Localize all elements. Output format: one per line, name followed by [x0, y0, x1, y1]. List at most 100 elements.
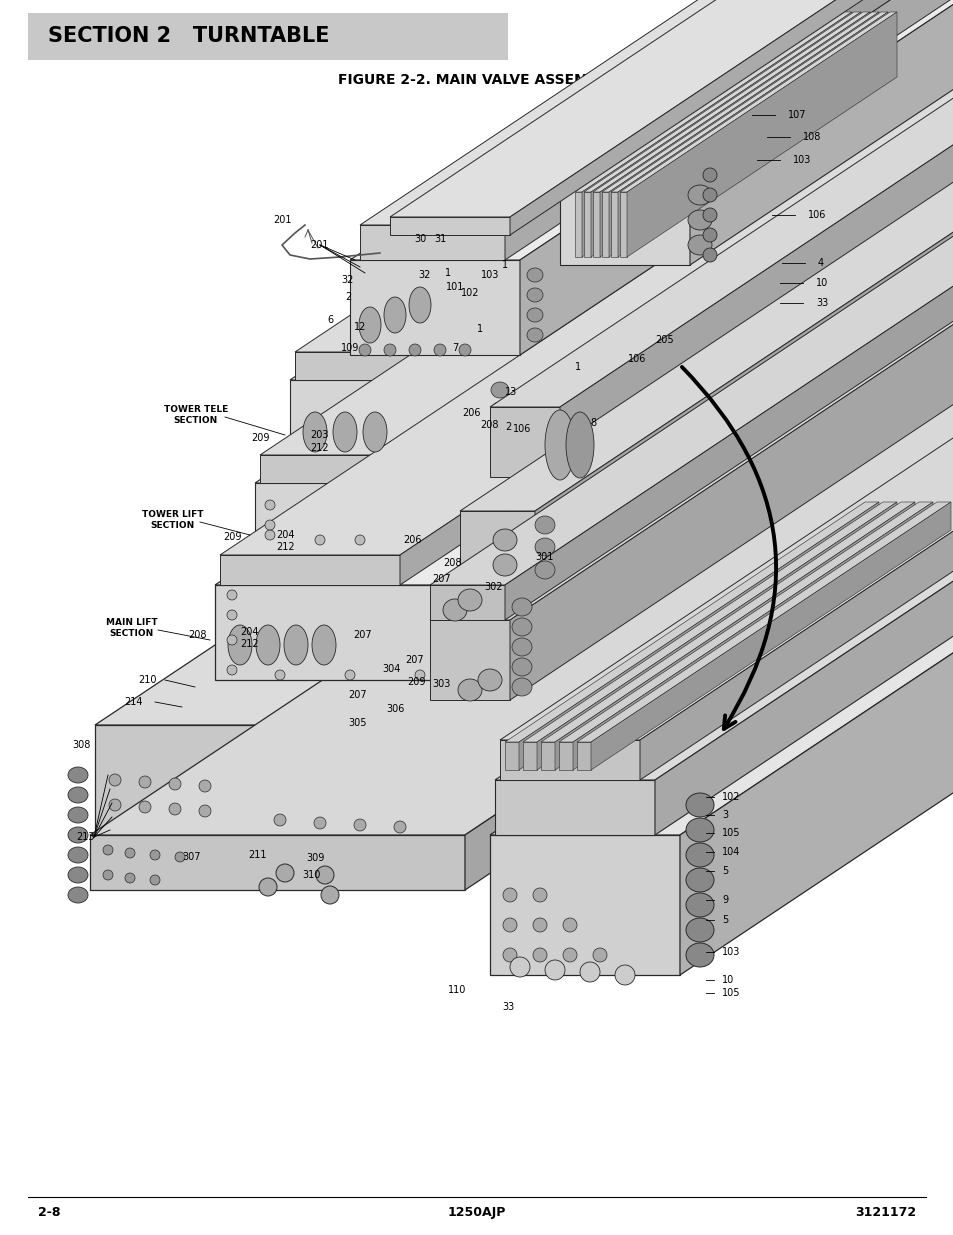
Text: 2: 2	[345, 291, 351, 303]
Polygon shape	[95, 0, 953, 725]
Polygon shape	[350, 261, 519, 354]
Circle shape	[275, 864, 294, 882]
Polygon shape	[590, 12, 861, 257]
Ellipse shape	[384, 296, 406, 333]
Text: 307: 307	[183, 852, 201, 862]
Text: 1: 1	[476, 324, 482, 333]
Ellipse shape	[68, 847, 88, 863]
Polygon shape	[504, 0, 953, 261]
Circle shape	[139, 776, 151, 788]
Polygon shape	[519, 0, 953, 354]
Text: 3: 3	[721, 810, 727, 820]
Polygon shape	[479, 0, 953, 459]
Text: 204: 204	[240, 627, 258, 637]
Ellipse shape	[512, 658, 532, 676]
Text: 310: 310	[302, 869, 321, 881]
Ellipse shape	[477, 669, 501, 692]
Text: 33: 33	[815, 298, 827, 308]
Ellipse shape	[312, 625, 335, 664]
Circle shape	[355, 535, 365, 545]
Polygon shape	[499, 740, 639, 781]
Polygon shape	[559, 180, 689, 266]
Ellipse shape	[685, 793, 713, 818]
Circle shape	[354, 819, 366, 831]
Circle shape	[434, 345, 446, 356]
Polygon shape	[254, 0, 953, 483]
Circle shape	[702, 188, 717, 203]
Ellipse shape	[685, 844, 713, 867]
Polygon shape	[350, 0, 953, 261]
Ellipse shape	[512, 598, 532, 616]
Text: 103: 103	[792, 156, 810, 165]
Text: 207: 207	[354, 630, 372, 640]
Circle shape	[533, 888, 546, 902]
Circle shape	[502, 948, 517, 962]
Ellipse shape	[685, 868, 713, 892]
Polygon shape	[522, 742, 537, 769]
Polygon shape	[90, 0, 953, 835]
Ellipse shape	[68, 867, 88, 883]
Text: 6: 6	[327, 315, 333, 325]
Ellipse shape	[409, 287, 431, 324]
Polygon shape	[518, 501, 878, 769]
Text: 32: 32	[418, 270, 431, 280]
Text: 1: 1	[575, 362, 580, 372]
Text: 213: 213	[76, 832, 94, 842]
Text: 103: 103	[480, 270, 498, 280]
Circle shape	[150, 850, 160, 860]
Circle shape	[415, 671, 424, 680]
Ellipse shape	[68, 887, 88, 903]
Polygon shape	[359, 225, 504, 261]
Polygon shape	[610, 191, 618, 257]
Ellipse shape	[493, 529, 517, 551]
Polygon shape	[522, 501, 896, 742]
Ellipse shape	[68, 827, 88, 844]
Polygon shape	[390, 217, 510, 235]
Ellipse shape	[535, 538, 555, 556]
Polygon shape	[610, 12, 887, 191]
Circle shape	[169, 803, 181, 815]
Text: 32: 32	[341, 275, 354, 285]
Text: 308: 308	[71, 740, 91, 750]
Circle shape	[315, 866, 334, 884]
Text: 109: 109	[340, 343, 359, 353]
Ellipse shape	[284, 625, 308, 664]
Text: 10: 10	[815, 278, 827, 288]
Ellipse shape	[535, 561, 555, 579]
Text: 1250AJP: 1250AJP	[447, 1207, 506, 1219]
Circle shape	[139, 802, 151, 813]
Text: 106: 106	[807, 210, 825, 220]
Ellipse shape	[333, 412, 356, 452]
Polygon shape	[294, 352, 455, 380]
Circle shape	[109, 799, 121, 811]
Circle shape	[510, 957, 530, 977]
Text: 201: 201	[274, 215, 292, 225]
Polygon shape	[359, 0, 953, 225]
Ellipse shape	[687, 185, 711, 205]
Polygon shape	[575, 191, 581, 257]
Text: 105: 105	[721, 827, 740, 839]
Polygon shape	[290, 380, 479, 459]
Circle shape	[265, 520, 274, 530]
Text: 209: 209	[223, 532, 242, 542]
Circle shape	[579, 962, 599, 982]
Ellipse shape	[491, 382, 509, 398]
Text: FIGURE 2-2. MAIN VALVE ASSEMBLY: FIGURE 2-2. MAIN VALVE ASSEMBLY	[338, 73, 615, 86]
Text: 31: 31	[434, 233, 446, 245]
Polygon shape	[510, 164, 953, 700]
Ellipse shape	[685, 818, 713, 842]
Polygon shape	[220, 0, 953, 555]
Circle shape	[358, 345, 371, 356]
Polygon shape	[254, 483, 455, 563]
Circle shape	[199, 781, 211, 792]
Text: 207: 207	[433, 574, 451, 584]
Text: 107: 107	[787, 110, 805, 120]
Polygon shape	[555, 115, 679, 140]
Polygon shape	[430, 201, 953, 585]
Polygon shape	[575, 12, 851, 191]
Ellipse shape	[491, 442, 509, 458]
Polygon shape	[490, 408, 559, 477]
Text: 201: 201	[310, 240, 328, 249]
Text: 208: 208	[443, 558, 462, 568]
Ellipse shape	[687, 235, 711, 254]
